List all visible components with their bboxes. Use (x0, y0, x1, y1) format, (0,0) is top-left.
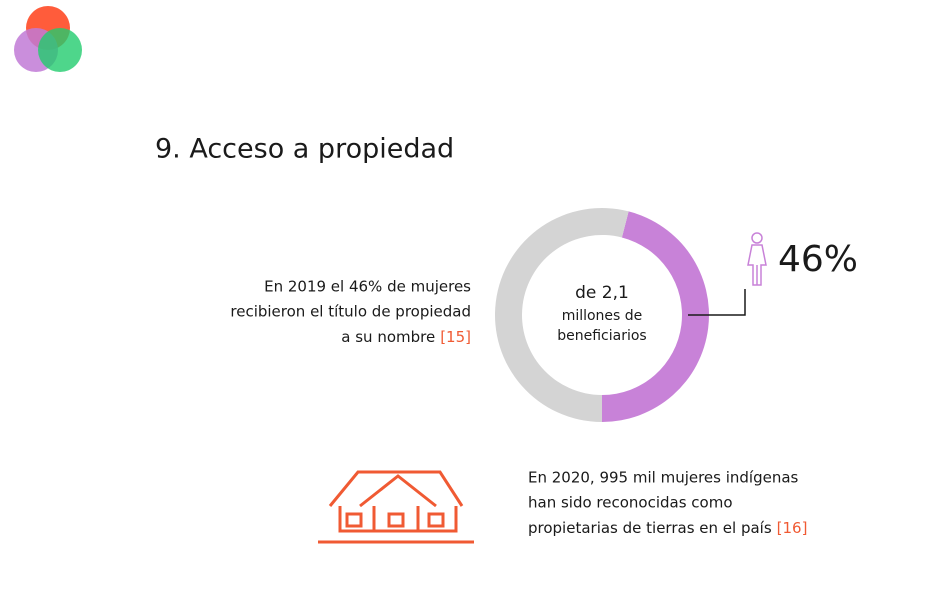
note-2020: En 2020, 995 mil mujeres indígenas han s… (528, 469, 807, 537)
center-label: beneficiarios (557, 328, 646, 344)
note-line: recibieron el título de propiedad (230, 303, 471, 321)
reference: [15] (440, 328, 471, 346)
reference: [16] (777, 519, 808, 537)
note-line: propietarias de tierras en el país (528, 519, 772, 537)
center-label: de 2,1 (575, 283, 629, 303)
note-line: a su nombre (341, 328, 435, 346)
note-line: En 2019 el 46% de mujeres (264, 278, 471, 296)
donut-chart (494, 208, 709, 422)
logo (14, 6, 82, 72)
callout-line (688, 289, 746, 316)
woman-icon (747, 232, 767, 286)
value-label: 46% (778, 239, 858, 280)
donut-segment (602, 211, 709, 422)
note-line: propietarias de tierras en el país [16] (528, 519, 807, 537)
note-line: han sido reconocidas como (528, 494, 733, 512)
donut-segment (494, 208, 629, 422)
house-icon (318, 470, 474, 544)
slide-title: 9. Acceso a propiedad (155, 134, 454, 165)
note-line: a su nombre [15] (341, 328, 471, 346)
note-line: En 2020, 995 mil mujeres indígenas (528, 469, 799, 487)
note-2019: En 2019 el 46% de mujeres recibieron el … (230, 278, 471, 346)
center-label: millones de (562, 308, 643, 324)
